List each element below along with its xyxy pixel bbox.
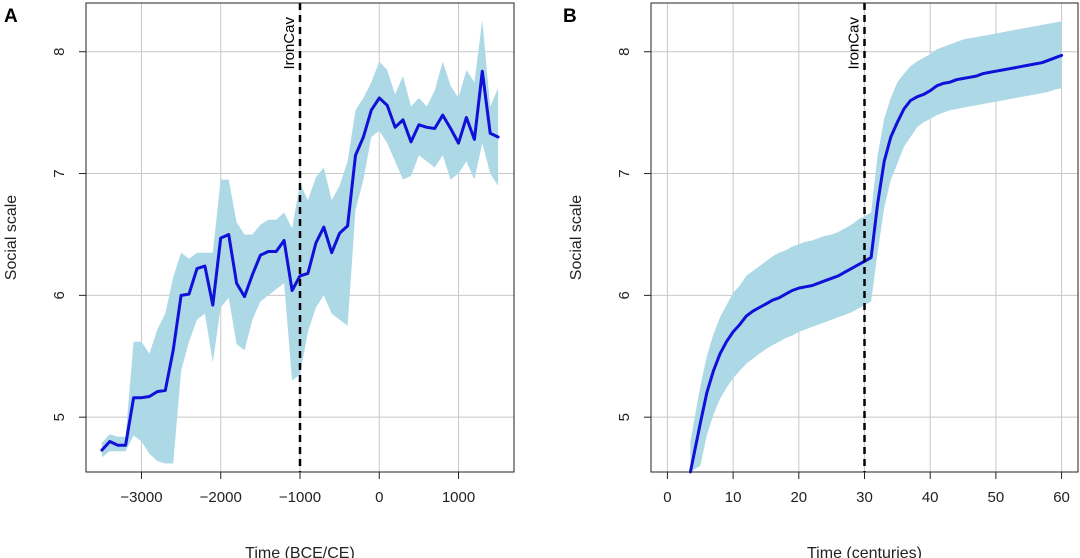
panel-a-y-ticks: 5 6 7 8 <box>51 48 86 421</box>
panel-b: B 0 10 20 30 40 50 60 5 6 7 8 Time (centuries) So… <box>563 2 1079 558</box>
panel-a-x-tick-label: 1000 <box>442 489 475 506</box>
panel-b-letter: B <box>563 6 577 27</box>
panel-a-y-tick-label: 5 <box>51 413 68 421</box>
panel-a-x-axis-label: Time (BCE/CE) <box>245 545 355 558</box>
panel-b-y-axis-label: Social scale <box>568 195 585 280</box>
panel-a-letter: A <box>4 6 18 27</box>
panel-b-y-ticks: 5 6 7 8 <box>616 48 651 421</box>
panel-b-x-tick-label: 10 <box>725 489 742 506</box>
panel-a-y-tick-label: 7 <box>51 169 68 177</box>
panel-b-series-mean <box>688 53 1064 474</box>
panel-a-x-tick-label: −2000 <box>200 489 242 506</box>
panel-a-x-tick-label: −1000 <box>279 489 321 506</box>
panel-b-x-tick-label: 40 <box>922 489 939 506</box>
panel-b-x-tick-label: 50 <box>988 489 1005 506</box>
panel-b-y-tick-label: 5 <box>616 413 633 421</box>
panel-a-ironcav-label: IronCav <box>281 17 298 70</box>
panel-a-series-mean <box>100 69 500 452</box>
panel-b-ironcav-label: IronCav <box>846 17 863 70</box>
panel-a-x-ticks: −3000 −2000 −1000 0 1000 <box>120 472 475 506</box>
panel-b-x-axis-label: Time (centuries) <box>807 545 922 558</box>
panel-a-confidence-band <box>101 20 499 464</box>
panel-b-x-tick-label: 20 <box>790 489 807 506</box>
panel-a-y-tick-label: 8 <box>51 48 68 56</box>
panel-b-x-ticks: 0 10 20 30 40 50 60 <box>663 472 1070 506</box>
panel-b-x-tick-label: 0 <box>663 489 671 506</box>
panel-b-band-area <box>690 21 1062 473</box>
panel-b-y-tick-label: 7 <box>616 169 633 177</box>
panel-b-x-tick-label: 30 <box>856 489 873 506</box>
panel-a-y-tick-label: 6 <box>51 291 68 299</box>
panel-a-x-tick-label: −3000 <box>120 489 162 506</box>
panel-b-confidence-band <box>690 21 1062 473</box>
panel-b-x-tick-label: 60 <box>1053 489 1070 506</box>
panel-b-y-tick-label: 6 <box>616 291 633 299</box>
panel-b-mean-line <box>688 53 1064 474</box>
panel-a-mean-line <box>100 69 500 452</box>
panel-a-x-tick-label: 0 <box>375 489 383 506</box>
panel-a: A −3000 −2000 −1000 0 1000 5 6 7 8 Time (BCE/CE… <box>3 2 515 558</box>
panel-a-band-area <box>101 20 499 464</box>
panel-b-y-tick-label: 8 <box>616 48 633 56</box>
panel-a-y-axis-label: Social scale <box>3 195 20 280</box>
